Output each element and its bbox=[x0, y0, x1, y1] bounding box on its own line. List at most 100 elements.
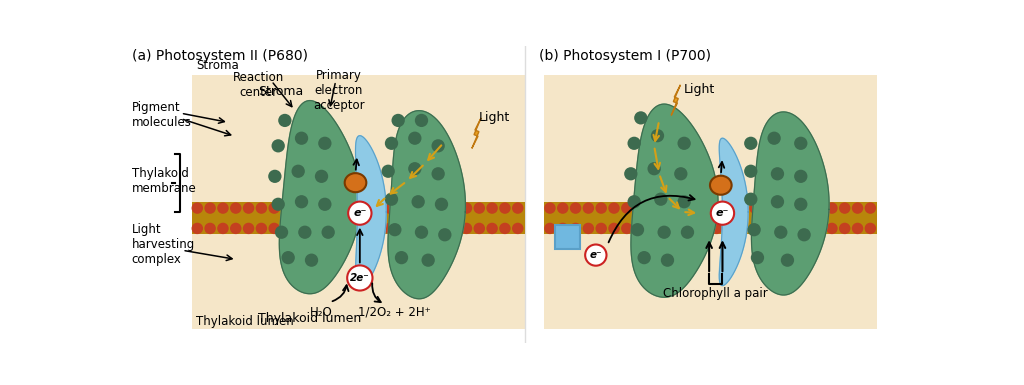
Circle shape bbox=[473, 203, 485, 214]
Polygon shape bbox=[280, 100, 360, 294]
Circle shape bbox=[292, 165, 305, 178]
Circle shape bbox=[813, 203, 825, 214]
Text: Primary
electron
acceptor: Primary electron acceptor bbox=[313, 69, 365, 112]
Text: e⁻: e⁻ bbox=[353, 208, 367, 218]
Circle shape bbox=[205, 203, 216, 214]
Circle shape bbox=[447, 203, 460, 214]
Circle shape bbox=[750, 223, 761, 234]
Circle shape bbox=[795, 170, 808, 183]
Circle shape bbox=[473, 223, 485, 234]
Circle shape bbox=[583, 223, 594, 234]
Circle shape bbox=[736, 223, 748, 234]
Circle shape bbox=[681, 226, 694, 239]
Text: e⁻: e⁻ bbox=[716, 208, 729, 218]
Bar bbox=[191, 75, 524, 329]
Circle shape bbox=[622, 203, 633, 214]
Circle shape bbox=[654, 192, 668, 206]
Circle shape bbox=[698, 223, 710, 234]
Circle shape bbox=[243, 203, 254, 214]
Circle shape bbox=[780, 254, 795, 267]
Circle shape bbox=[422, 254, 435, 267]
Circle shape bbox=[512, 203, 523, 214]
Circle shape bbox=[499, 223, 511, 234]
Polygon shape bbox=[388, 110, 465, 299]
Text: Reaction
center: Reaction center bbox=[232, 71, 284, 99]
Circle shape bbox=[415, 226, 428, 239]
Text: (b) Photosystem I (P700): (b) Photosystem I (P700) bbox=[539, 49, 711, 62]
Text: Light: Light bbox=[683, 84, 715, 96]
Text: Light
harvesting
complex: Light harvesting complex bbox=[132, 223, 196, 266]
Circle shape bbox=[205, 223, 216, 234]
Circle shape bbox=[801, 203, 812, 214]
Circle shape bbox=[282, 203, 293, 214]
Circle shape bbox=[333, 223, 344, 234]
Circle shape bbox=[461, 223, 472, 234]
Circle shape bbox=[279, 114, 292, 127]
Circle shape bbox=[307, 223, 318, 234]
Circle shape bbox=[651, 129, 665, 142]
Circle shape bbox=[243, 223, 254, 234]
Circle shape bbox=[787, 223, 799, 234]
Circle shape bbox=[638, 251, 651, 264]
Circle shape bbox=[422, 223, 434, 234]
Circle shape bbox=[595, 223, 607, 234]
Text: Stroma: Stroma bbox=[258, 85, 303, 98]
Circle shape bbox=[724, 223, 735, 234]
Circle shape bbox=[461, 203, 472, 214]
Circle shape bbox=[358, 223, 370, 234]
Circle shape bbox=[385, 192, 398, 206]
Circle shape bbox=[435, 203, 446, 214]
Circle shape bbox=[230, 223, 242, 234]
Circle shape bbox=[385, 137, 398, 150]
Circle shape bbox=[698, 203, 710, 214]
Circle shape bbox=[569, 203, 582, 214]
Circle shape bbox=[431, 139, 444, 152]
Circle shape bbox=[295, 195, 308, 208]
Circle shape bbox=[657, 226, 671, 239]
Circle shape bbox=[839, 223, 851, 234]
Circle shape bbox=[319, 223, 331, 234]
Circle shape bbox=[282, 223, 293, 234]
Circle shape bbox=[678, 137, 691, 150]
Circle shape bbox=[410, 203, 421, 214]
Circle shape bbox=[647, 223, 658, 234]
Circle shape bbox=[282, 251, 295, 264]
Circle shape bbox=[486, 223, 498, 234]
Text: Chlorophyll a pair: Chlorophyll a pair bbox=[664, 287, 768, 300]
Circle shape bbox=[744, 165, 758, 178]
Text: e⁻: e⁻ bbox=[590, 250, 602, 260]
Circle shape bbox=[347, 265, 373, 291]
Text: Light: Light bbox=[479, 111, 510, 124]
Circle shape bbox=[628, 137, 641, 150]
Circle shape bbox=[410, 223, 421, 234]
Polygon shape bbox=[472, 118, 481, 148]
Bar bbox=[191, 203, 524, 234]
Polygon shape bbox=[631, 104, 718, 297]
Circle shape bbox=[256, 223, 267, 234]
Circle shape bbox=[631, 223, 644, 236]
Circle shape bbox=[839, 203, 851, 214]
Circle shape bbox=[307, 203, 318, 214]
Circle shape bbox=[217, 223, 228, 234]
Circle shape bbox=[295, 132, 308, 145]
Circle shape bbox=[384, 223, 395, 234]
Circle shape bbox=[512, 223, 523, 234]
Circle shape bbox=[415, 114, 428, 127]
Circle shape bbox=[396, 203, 409, 214]
Circle shape bbox=[345, 223, 357, 234]
Circle shape bbox=[748, 223, 761, 236]
Circle shape bbox=[774, 226, 787, 239]
Circle shape bbox=[585, 244, 606, 266]
Circle shape bbox=[305, 254, 318, 267]
Circle shape bbox=[674, 167, 687, 181]
Circle shape bbox=[852, 203, 863, 214]
Circle shape bbox=[217, 203, 228, 214]
Circle shape bbox=[256, 203, 267, 214]
Circle shape bbox=[318, 137, 332, 150]
Circle shape bbox=[826, 223, 838, 234]
Circle shape bbox=[569, 223, 582, 234]
Circle shape bbox=[333, 203, 344, 214]
Polygon shape bbox=[355, 136, 386, 288]
Circle shape bbox=[271, 139, 285, 152]
Bar bbox=[544, 75, 878, 329]
